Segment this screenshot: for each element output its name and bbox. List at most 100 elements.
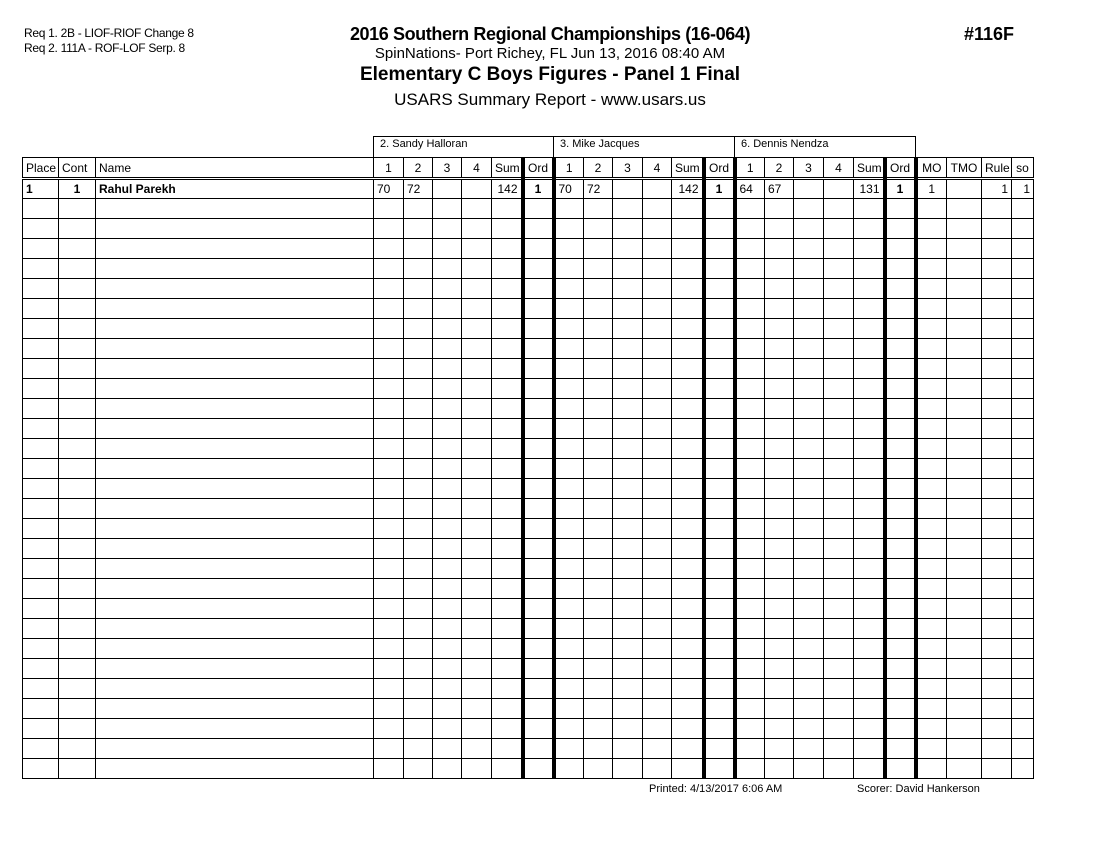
judge2-4-cell	[642, 478, 672, 499]
judge2-ord-cell	[703, 258, 737, 279]
col-header-judge3-2: 2	[764, 157, 794, 180]
judge1-ord-cell	[522, 518, 556, 539]
judge3-1-cell	[734, 678, 765, 699]
judge1-sum-cell	[491, 698, 525, 719]
judge3-sum-cell	[853, 438, 887, 459]
place-cell	[22, 218, 59, 239]
judge1-sum-cell	[491, 278, 525, 299]
judge3-2-cell	[764, 298, 794, 319]
table-row	[22, 278, 1034, 299]
judge2-4-cell	[642, 698, 672, 719]
judge3-3-cell	[793, 198, 824, 219]
judge1-2-cell	[403, 298, 433, 319]
judge1-4-cell	[461, 658, 492, 679]
judge2-sum-cell	[671, 298, 706, 319]
judge1-4-cell	[461, 418, 492, 439]
name-cell	[95, 458, 374, 479]
tmo-cell	[946, 198, 982, 219]
rule-cell	[981, 498, 1012, 519]
col-header-cont: Cont	[58, 157, 96, 180]
judge1-1-cell: 70	[373, 178, 404, 199]
judge3-4-cell	[823, 178, 854, 199]
judge1-2-cell	[403, 358, 433, 379]
judge3-2-cell	[764, 758, 794, 779]
judge1-2-cell	[403, 718, 433, 739]
judge2-ord-cell	[703, 478, 737, 499]
judge3-3-cell	[793, 658, 824, 679]
cont-cell	[58, 578, 96, 599]
col-header-judge2-1: 1	[553, 157, 584, 180]
judge3-sum-cell	[853, 318, 887, 339]
judge1-3-cell	[432, 398, 462, 419]
judge1-1-cell	[373, 358, 404, 379]
so-cell	[1011, 458, 1034, 479]
judge2-ord-cell	[703, 198, 737, 219]
judge3-1-cell	[734, 218, 765, 239]
rule-cell	[981, 438, 1012, 459]
mo-cell	[915, 338, 947, 359]
table-row	[22, 458, 1034, 479]
name-cell	[95, 498, 374, 519]
judge2-3-cell	[612, 558, 643, 579]
judge3-sum-cell	[853, 558, 887, 579]
judge3-sum-cell	[853, 518, 887, 539]
judge3-1-cell	[734, 618, 765, 639]
judge3-1-cell	[734, 338, 765, 359]
judge1-ord-cell	[522, 598, 556, 619]
judge3-3-cell	[793, 298, 824, 319]
rule-cell	[981, 338, 1012, 359]
judge3-sum-cell	[853, 358, 887, 379]
judge3-ord-cell	[884, 738, 918, 759]
cont-cell	[58, 358, 96, 379]
name-cell	[95, 518, 374, 539]
name-cell	[95, 278, 374, 299]
judge2-3-cell	[612, 438, 643, 459]
so-cell	[1011, 618, 1034, 639]
judge2-ord-cell	[703, 518, 737, 539]
judge2-ord-cell	[703, 638, 737, 659]
judge3-1-cell: 64	[734, 178, 765, 199]
judge3-2-cell	[764, 318, 794, 339]
judge3-sum-cell	[853, 298, 887, 319]
judge2-ord-cell	[703, 658, 737, 679]
judge3-2-cell	[764, 558, 794, 579]
judge2-3-cell	[612, 338, 643, 359]
table-row	[22, 758, 1034, 779]
judge2-ord-cell	[703, 438, 737, 459]
judge1-2-cell	[403, 338, 433, 359]
mo-cell	[915, 738, 947, 759]
judge2-sum-cell	[671, 418, 706, 439]
col-header-rule: Rule	[981, 157, 1012, 180]
place-cell	[22, 318, 59, 339]
judge1-4-cell	[461, 478, 492, 499]
judge2-2-cell	[583, 638, 613, 659]
judge1-1-cell	[373, 698, 404, 719]
judge3-2-cell	[764, 498, 794, 519]
judge3-2-cell	[764, 678, 794, 699]
judge1-sum-cell	[491, 338, 525, 359]
so-cell	[1011, 338, 1034, 359]
judge2-3-cell	[612, 718, 643, 739]
judge3-ord-cell	[884, 398, 918, 419]
judge3-4-cell	[823, 518, 854, 539]
judge1-sum-cell	[491, 518, 525, 539]
judge2-2-cell: 72	[583, 178, 613, 199]
judge2-1-cell	[553, 398, 584, 419]
judge3-3-cell	[793, 478, 824, 499]
judge2-1-cell	[553, 378, 584, 399]
place-cell	[22, 298, 59, 319]
judge1-ord-cell	[522, 438, 556, 459]
table-row	[22, 398, 1034, 419]
table-row	[22, 738, 1034, 759]
so-cell	[1011, 198, 1034, 219]
place-cell	[22, 678, 59, 699]
judge1-3-cell	[432, 358, 462, 379]
judge1-sum-cell	[491, 678, 525, 699]
judge3-ord-cell	[884, 638, 918, 659]
judge2-4-cell	[642, 638, 672, 659]
judge2-2-cell	[583, 698, 613, 719]
judge2-3-cell	[612, 658, 643, 679]
judge3-ord-cell	[884, 338, 918, 359]
tmo-cell	[946, 698, 982, 719]
judge3-2-cell	[764, 398, 794, 419]
